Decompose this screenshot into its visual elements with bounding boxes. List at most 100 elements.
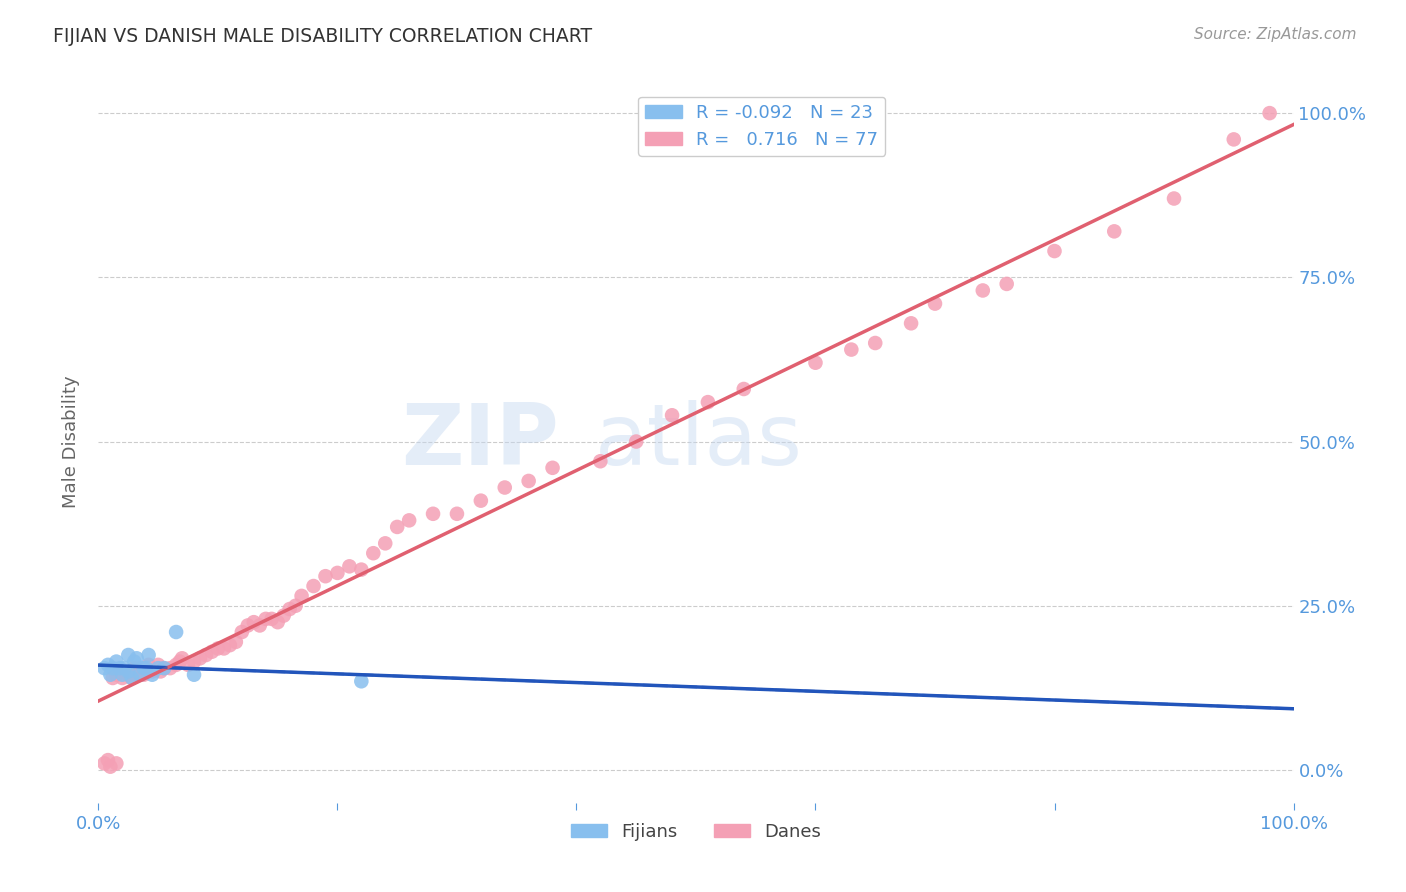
Point xyxy=(385,520,409,534)
Point xyxy=(422,507,444,521)
Point xyxy=(207,641,229,656)
Point xyxy=(350,674,373,689)
Point xyxy=(153,661,176,675)
Point xyxy=(124,655,146,669)
Point xyxy=(278,602,301,616)
Point xyxy=(129,667,152,681)
Point xyxy=(114,661,136,675)
Point xyxy=(121,671,143,685)
Point xyxy=(273,608,295,623)
Point xyxy=(924,296,946,310)
Point xyxy=(350,563,373,577)
Point xyxy=(101,661,124,675)
Text: Source: ZipAtlas.com: Source: ZipAtlas.com xyxy=(1194,27,1357,42)
Point xyxy=(541,460,564,475)
Point xyxy=(132,661,155,675)
Text: FIJIAN VS DANISH MALE DISABILITY CORRELATION CHART: FIJIAN VS DANISH MALE DISABILITY CORRELA… xyxy=(53,27,592,45)
Point xyxy=(98,667,122,681)
Point xyxy=(972,284,994,298)
Point xyxy=(117,665,139,679)
Point xyxy=(172,651,194,665)
Point xyxy=(132,667,155,681)
Point xyxy=(1223,132,1246,146)
Point xyxy=(267,615,290,630)
Point xyxy=(900,316,922,330)
Point xyxy=(326,566,349,580)
Point xyxy=(291,589,314,603)
Point xyxy=(195,648,218,662)
Point xyxy=(219,638,242,652)
Point xyxy=(153,661,176,675)
Point xyxy=(249,618,271,632)
Point xyxy=(254,612,277,626)
Point xyxy=(117,648,139,662)
Point xyxy=(108,661,131,675)
Point xyxy=(159,661,181,675)
Point xyxy=(243,615,266,630)
Point xyxy=(125,651,148,665)
Point xyxy=(111,667,134,681)
Y-axis label: Male Disability: Male Disability xyxy=(62,376,80,508)
Point xyxy=(165,625,187,640)
Point xyxy=(470,493,492,508)
Point xyxy=(733,382,755,396)
Point xyxy=(589,454,612,468)
Point xyxy=(148,661,170,675)
Point xyxy=(626,434,648,449)
Point xyxy=(129,661,152,675)
Point xyxy=(995,277,1018,291)
Point xyxy=(339,559,361,574)
Point xyxy=(114,665,136,679)
Point xyxy=(804,356,827,370)
Point xyxy=(138,657,160,672)
Point xyxy=(363,546,385,560)
Point xyxy=(93,756,115,771)
Point xyxy=(138,648,160,662)
Point xyxy=(315,569,337,583)
Point xyxy=(697,395,720,409)
Point xyxy=(1043,244,1066,258)
Point xyxy=(165,657,187,672)
Point xyxy=(236,618,259,632)
Point xyxy=(101,671,124,685)
Point xyxy=(841,343,863,357)
Point xyxy=(105,667,128,681)
Point xyxy=(284,599,307,613)
Point xyxy=(125,667,148,681)
Point xyxy=(111,671,134,685)
Point xyxy=(105,756,128,771)
Point xyxy=(135,665,157,679)
Point xyxy=(149,665,172,679)
Point xyxy=(494,481,516,495)
Point xyxy=(446,507,468,521)
Point xyxy=(141,667,163,681)
Point xyxy=(212,641,235,656)
Point xyxy=(225,635,247,649)
Text: atlas: atlas xyxy=(595,400,803,483)
Point xyxy=(97,753,120,767)
Point xyxy=(141,665,163,679)
Point xyxy=(148,657,170,672)
Point xyxy=(169,655,191,669)
Point xyxy=(661,409,683,423)
Point xyxy=(865,336,887,351)
Point xyxy=(231,625,253,640)
Point xyxy=(188,651,211,665)
Legend: Fijians, Danes: Fijians, Danes xyxy=(564,815,828,848)
Point xyxy=(93,661,115,675)
Point xyxy=(177,657,200,672)
Point xyxy=(97,657,120,672)
Point xyxy=(1258,106,1281,120)
Point xyxy=(121,671,143,685)
Point xyxy=(183,655,205,669)
Point xyxy=(374,536,396,550)
Point xyxy=(302,579,325,593)
Point xyxy=(105,655,128,669)
Point xyxy=(124,661,146,675)
Point xyxy=(98,760,122,774)
Point xyxy=(260,612,283,626)
Point xyxy=(201,645,224,659)
Point xyxy=(117,667,139,681)
Point xyxy=(517,474,540,488)
Point xyxy=(1163,192,1185,206)
